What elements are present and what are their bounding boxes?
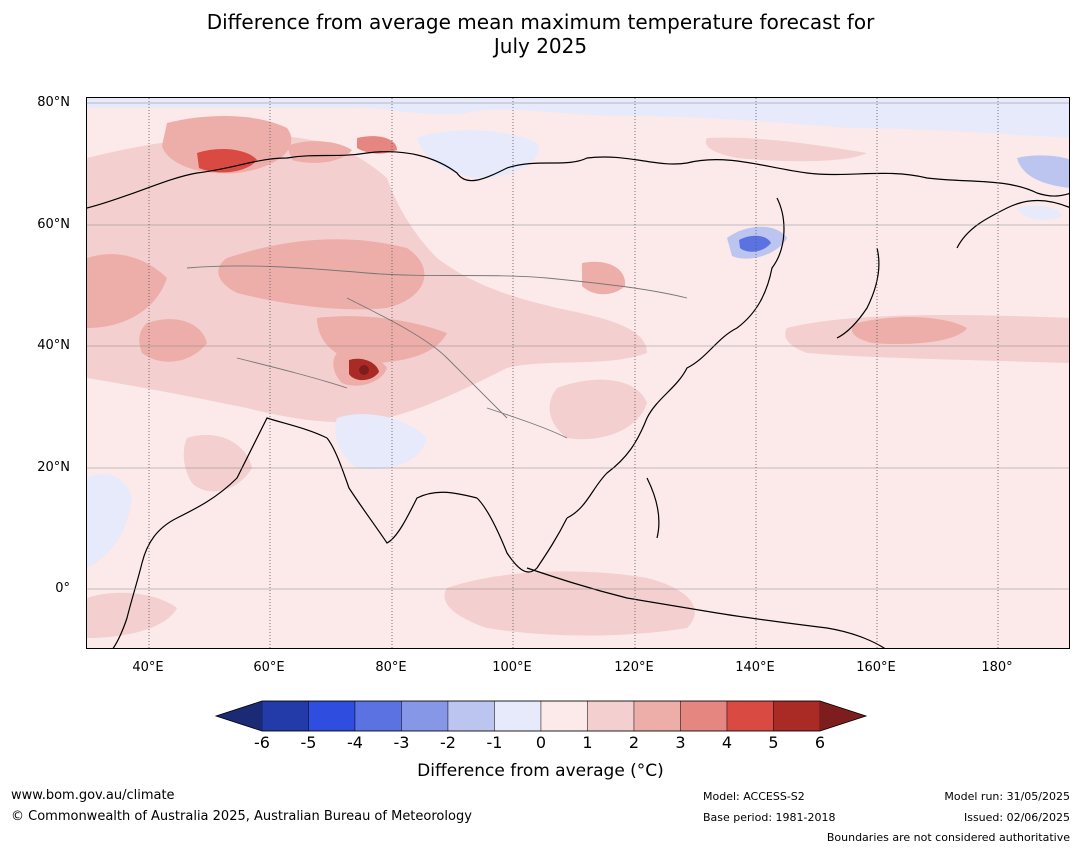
- footer-copyright: © Commonwealth of Australia 2025, Austra…: [11, 809, 472, 824]
- colorbar-tick-label: -5: [300, 733, 317, 752]
- kamchatka-coastline: [956, 199, 1069, 249]
- anomaly-region-cool-arabia: [87, 474, 132, 568]
- anomaly-region-warm-mongolia: [582, 261, 626, 295]
- philippines-coastline: [646, 477, 660, 539]
- lat-label-80n: 80°N: [37, 95, 70, 110]
- colorbar-cells: [261, 700, 821, 732]
- colorbar-cell: [308, 700, 356, 732]
- lat-label-60n: 60°N: [37, 217, 70, 232]
- colorbar-cell: [494, 700, 542, 732]
- anomaly-region-warm-kazakhstan: [218, 239, 425, 310]
- arctic-coastline: [87, 151, 1069, 209]
- indochina-coastline: [476, 497, 568, 573]
- colorbar-tick-label: 5: [768, 733, 779, 752]
- border-russia-south: [186, 265, 688, 299]
- lon-label-40e: 40°E: [132, 660, 164, 675]
- anomaly-region-extreme-karakoram: [359, 365, 369, 375]
- lon-label-60e: 60°E: [253, 660, 285, 675]
- colorbar-cell: [633, 700, 681, 732]
- colorbar-under-arrow: [216, 701, 262, 731]
- footer-base-period: Base period: 1981-2018: [703, 811, 836, 824]
- colorbar-cell: [773, 700, 821, 732]
- anomaly-region-cold-okhotsk: [739, 235, 771, 252]
- colorbar-cell: [587, 700, 635, 732]
- colorbar-cell: [261, 700, 309, 732]
- indonesia-coastline: [526, 567, 886, 648]
- graticule: [87, 102, 1069, 590]
- colorbar-tick-label: -2: [440, 733, 456, 752]
- lat-label-equator: 0°: [55, 581, 70, 596]
- map-canvas: [87, 98, 1069, 648]
- colorbar-cell: [726, 700, 774, 732]
- border-china-west: [346, 297, 508, 419]
- colorbar: [214, 700, 868, 732]
- footer-model-run: Model run: 31/05/2025: [944, 790, 1070, 803]
- colorbar-over-arrow: [820, 701, 866, 731]
- colorbar-tick-label: 1: [582, 733, 593, 752]
- africa-coastline: [112, 562, 143, 648]
- lon-label-160e: 160°E: [856, 660, 896, 675]
- meridians: [148, 98, 999, 648]
- country-borders: [186, 265, 688, 439]
- map-title: Difference from average mean maximum tem…: [0, 10, 1081, 58]
- anomaly-region-warm-eastern-europe: [87, 254, 167, 328]
- anomaly-region-warm-east-africa: [87, 592, 177, 638]
- border-china-south: [486, 407, 568, 439]
- colorbar-tick-label: 4: [721, 733, 733, 752]
- colorbar-tick-label: 6: [814, 733, 826, 752]
- colorbar-outline: [214, 700, 868, 732]
- footer-disclaimer: Boundaries are not considered authoritat…: [826, 831, 1070, 844]
- colorbar-cell: [680, 700, 728, 732]
- lat-label-40n: 40°N: [37, 338, 70, 353]
- anomaly-region-warm-kola: [287, 141, 352, 163]
- anomaly-region-cool-bering: [1017, 155, 1069, 188]
- anomaly-region-warm-scandinavia: [162, 116, 292, 174]
- anomaly-region-warm-caucasus: [139, 319, 207, 362]
- colorbar-tick-label: 0: [535, 733, 547, 752]
- title-line-2: July 2025: [493, 34, 588, 58]
- east-asia-coastline: [566, 197, 785, 519]
- colorbar-cell: [447, 700, 495, 732]
- colorbar-label: Difference from average (°C): [417, 761, 664, 781]
- colorbar-tick-label: -1: [486, 733, 503, 752]
- colorbar-tick-label: -4: [347, 733, 363, 752]
- footer-issued: Issued: 02/06/2025: [963, 811, 1070, 824]
- anomaly-region-warm-red-sea: [183, 434, 252, 492]
- anomaly-region-hot-barents: [357, 136, 397, 154]
- arabia-coastline: [141, 417, 328, 564]
- japan-coastline: [836, 247, 880, 339]
- anomaly-region-cool-arctic: [87, 98, 1069, 138]
- colorbar-tick-label: 2: [628, 733, 640, 752]
- colorbar-cell: [401, 700, 449, 732]
- lon-label-120e: 120°E: [614, 660, 654, 675]
- colorbar-tick-label: -3: [393, 733, 410, 752]
- anomaly-region-hot-scandinavia: [197, 148, 257, 173]
- lon-label-140e: 140°E: [735, 660, 775, 675]
- lon-label-80e: 80°E: [375, 660, 407, 675]
- title-line-1: Difference from average mean maximum tem…: [206, 10, 875, 34]
- india-coastline: [326, 437, 478, 544]
- footer-model: Model: ACCESS-S2: [703, 790, 805, 803]
- forecast-map: [86, 97, 1070, 649]
- lat-label-20n: 20°N: [37, 460, 70, 475]
- anomaly-region-warm-maritime: [444, 571, 695, 636]
- anomaly-region-warm-east-siberia: [705, 137, 867, 162]
- border-iran-afghan: [236, 357, 348, 389]
- anomaly-region-warm-east-china: [549, 379, 647, 440]
- colorbar-cell: [540, 700, 588, 732]
- colorbar-cell: [354, 700, 402, 732]
- anomaly-region-warm-pacific-core: [852, 316, 967, 345]
- colorbar-tick-label: -6: [254, 733, 270, 752]
- lon-label-100e: 100°E: [492, 660, 532, 675]
- anomaly-region-cool-pacific: [1017, 205, 1062, 220]
- coastlines: [87, 151, 1069, 648]
- anomaly-region-cool-india: [335, 414, 427, 470]
- lon-label-180: 180°: [981, 660, 1013, 675]
- colorbar-tick-label: 3: [675, 733, 686, 752]
- footer-url[interactable]: www.bom.gov.au/climate: [11, 788, 175, 803]
